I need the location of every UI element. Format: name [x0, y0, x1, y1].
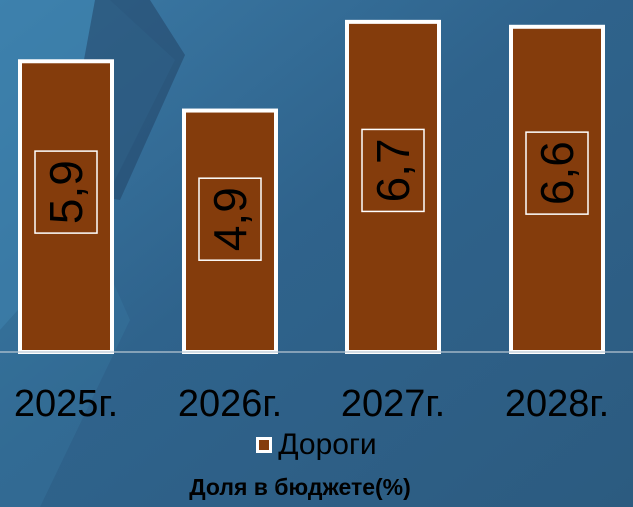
data-label-3: 6,6 [531, 141, 583, 205]
legend-swatch [256, 437, 273, 453]
x-tick-label-2: 2027г. [341, 383, 445, 425]
data-label-0: 5,9 [40, 160, 92, 224]
data-label-box-1 [198, 177, 262, 261]
chart-title: Доля в бюджете(%) [189, 474, 411, 500]
x-tick-label-0: 2025г. [14, 383, 118, 425]
x-tick-label-1: 2026г. [178, 383, 282, 425]
data-label-box-3 [525, 131, 589, 215]
data-label-1: 4,9 [204, 187, 256, 251]
data-label-2: 6,7 [367, 138, 419, 202]
x-tick-label-3: 2028г. [505, 383, 609, 425]
legend-label: Дороги [278, 428, 377, 461]
data-label-box-0 [34, 150, 98, 234]
legend: Дороги [0, 428, 633, 462]
data-label-box-2 [361, 128, 425, 213]
